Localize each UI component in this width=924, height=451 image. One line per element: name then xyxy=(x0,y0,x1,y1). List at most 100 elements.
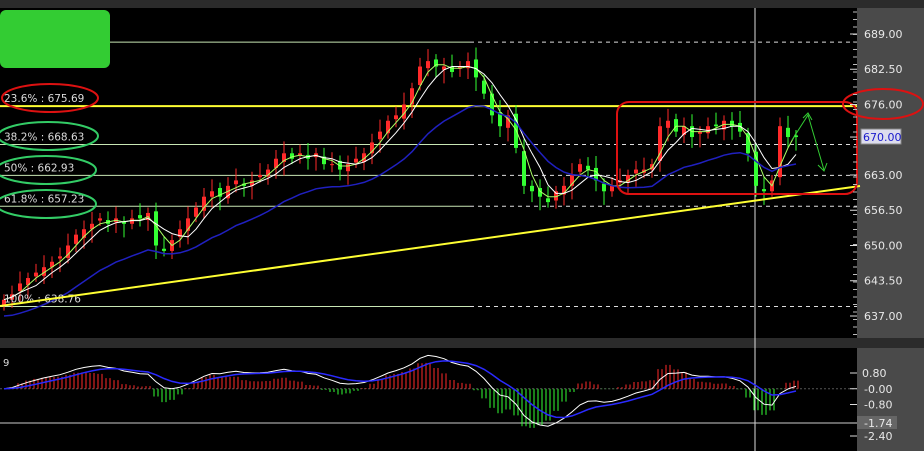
price-tick-label: 637.00 xyxy=(864,310,903,323)
current-value-tag xyxy=(857,416,897,430)
candle-body xyxy=(378,131,382,140)
candle-body xyxy=(634,169,638,174)
candle-body xyxy=(258,174,262,178)
candle-body xyxy=(410,88,414,105)
candle-body xyxy=(538,188,542,197)
candle-body xyxy=(450,66,454,72)
indicator-panel xyxy=(0,348,857,451)
candle-body xyxy=(202,196,206,211)
candle-body xyxy=(98,218,102,221)
candle-body xyxy=(266,169,270,177)
price-tick-label: 663.00 xyxy=(864,169,903,182)
green-status-box xyxy=(0,10,110,68)
projection-arrow xyxy=(791,113,825,171)
price-tick-label: 650.00 xyxy=(864,239,903,252)
candle-body xyxy=(570,174,574,186)
candle-body xyxy=(138,215,142,219)
candle-body xyxy=(546,198,550,203)
candle-body xyxy=(18,283,22,292)
highlight-ellipse xyxy=(0,155,97,185)
candle-body xyxy=(610,185,614,192)
candle-body xyxy=(322,156,326,165)
fib-label: 50% : 662.93 xyxy=(4,162,74,174)
fib-label: 61.8% : 657.23 xyxy=(4,193,84,205)
candle-body xyxy=(530,185,534,192)
candle-body xyxy=(50,261,54,268)
candle-body xyxy=(402,104,406,119)
candle-body xyxy=(458,66,462,69)
current-price-label: 670.00 xyxy=(863,131,902,144)
candle-body xyxy=(426,61,430,69)
candle-body xyxy=(186,218,190,231)
candle-body xyxy=(490,93,494,116)
candle-body xyxy=(242,183,246,186)
candle-body xyxy=(234,180,238,185)
candle-body xyxy=(122,221,126,224)
candle-body xyxy=(506,115,510,128)
candle-body xyxy=(786,127,790,138)
candle-body xyxy=(554,191,558,201)
support-trendline xyxy=(0,185,861,307)
candle-body xyxy=(602,183,606,192)
price-tick-label: 689.00 xyxy=(864,28,903,41)
candle-body xyxy=(794,135,798,138)
highlight-ellipse xyxy=(0,189,97,219)
indicator-tick-label: 0.80 xyxy=(862,367,887,380)
price-highlight-ellipse xyxy=(842,88,924,120)
indicator-tick-label: -1.74 xyxy=(864,417,892,430)
candle-body xyxy=(762,189,766,192)
candle-body xyxy=(338,160,342,170)
price-tick-label: 656.50 xyxy=(864,204,903,217)
indicator-tick-label: -0.80 xyxy=(864,399,892,412)
candle-body xyxy=(626,174,630,183)
candle-body xyxy=(90,223,94,230)
macd-line xyxy=(3,354,797,427)
candle-body xyxy=(586,165,590,170)
candle-body xyxy=(522,151,526,186)
current-price-tag xyxy=(860,128,902,145)
candle-body xyxy=(282,153,286,162)
candle-body xyxy=(250,180,254,186)
candle-body xyxy=(594,167,598,181)
candle-body xyxy=(562,185,566,195)
ma-slow-line xyxy=(3,66,797,301)
candle-body xyxy=(154,211,158,246)
range-box xyxy=(616,101,858,195)
candle-body xyxy=(666,120,670,128)
candle-body xyxy=(218,188,222,197)
fib-label: 38.2% : 668.63 xyxy=(4,131,84,143)
candle-body xyxy=(2,299,6,306)
candle-body xyxy=(74,234,78,244)
indicator-tick-label: -2.40 xyxy=(864,430,892,443)
candle-body xyxy=(394,115,398,120)
candle-body xyxy=(706,126,710,134)
candle-body xyxy=(34,272,38,277)
candle-body xyxy=(178,229,182,237)
candle-body xyxy=(346,164,350,172)
candle-body xyxy=(498,112,502,127)
candle-body xyxy=(434,59,438,67)
candle-body xyxy=(418,66,422,85)
candle-body xyxy=(754,151,758,186)
ma-long-line xyxy=(3,104,797,317)
arrow-head xyxy=(802,112,813,121)
candle-body xyxy=(370,142,374,154)
candle-body xyxy=(298,153,302,156)
candle-body xyxy=(674,119,678,132)
highlight-ellipse xyxy=(0,121,99,151)
candle-body xyxy=(738,122,742,132)
candle-body xyxy=(82,229,86,238)
candle-body xyxy=(698,131,702,134)
candle-body xyxy=(210,191,214,197)
price-tick-label: 676.00 xyxy=(864,98,903,111)
candle-body xyxy=(746,133,750,154)
candle-body xyxy=(66,245,70,258)
candle-body xyxy=(274,158,278,168)
candle-body xyxy=(442,66,446,70)
arrow-head xyxy=(817,162,828,172)
candle-body xyxy=(714,124,718,127)
candle-body xyxy=(386,120,390,134)
candle-body xyxy=(162,248,166,251)
indicator-tick-label: -0.00 xyxy=(864,383,892,396)
